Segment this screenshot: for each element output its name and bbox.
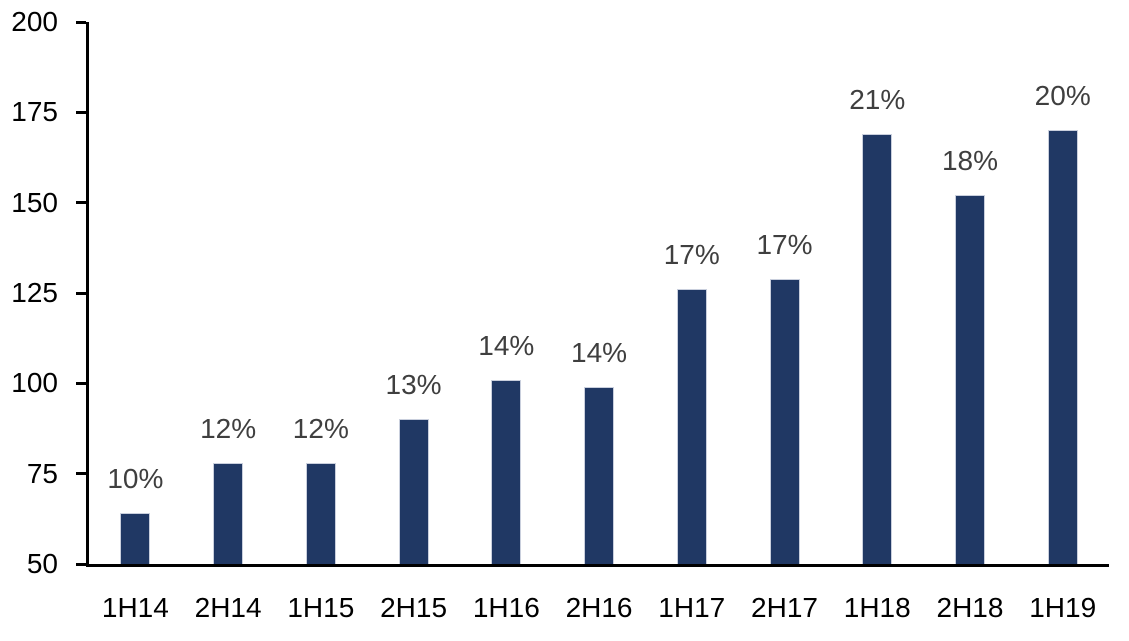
y-tick-mark: [76, 381, 86, 385]
x-tick-label: 2H14: [194, 592, 262, 623]
bar-value-label: 10%: [107, 463, 164, 495]
bar-value-label: 17%: [756, 228, 813, 260]
category-slot: 12% 2H14: [182, 22, 275, 621]
category-slot: 18% 2H18: [924, 22, 1017, 622]
bar: [676, 289, 707, 564]
bar-value-label: 21%: [849, 84, 906, 116]
bar-value-label: 14%: [478, 329, 535, 361]
x-tick-label: 1H19: [1029, 592, 1097, 623]
category-slot: 20% 1H19: [1016, 22, 1109, 622]
category-slot: 13% 2H15: [367, 22, 460, 622]
y-tick-label: 100: [11, 367, 58, 399]
bar: [769, 278, 800, 564]
bar: [862, 134, 893, 564]
y-tick-label: 125: [11, 277, 58, 308]
x-tick-label: 2H18: [936, 592, 1004, 623]
x-tick-label: 1H16: [472, 592, 540, 623]
category-slot: 21% 1H18: [831, 22, 924, 622]
y-tick-mark: [76, 562, 86, 566]
x-tick-label: 1H18: [843, 592, 911, 623]
y-tick-mark: [76, 20, 86, 24]
bar-value-label: 18%: [941, 145, 998, 177]
x-tick-label: 2H17: [751, 592, 818, 623]
x-tick-label: 1H14: [101, 592, 169, 623]
category-slot: 14% 1H16: [460, 22, 553, 621]
y-tick-label: 150: [11, 186, 58, 218]
x-tick-label: 1H15: [287, 592, 355, 623]
category-slot: 12% 1H15: [274, 22, 367, 621]
category-slot: 14% 2H16: [553, 22, 646, 621]
bar: [305, 462, 336, 564]
bar-value-label: 12%: [292, 412, 349, 444]
y-tick-label: 50: [26, 548, 58, 579]
y-tick-label: 75: [26, 457, 58, 489]
y-tick-mark: [76, 472, 86, 476]
bar: [120, 513, 151, 564]
x-tick-label: 2H15: [380, 592, 448, 623]
bar-value-label: 14%: [571, 336, 628, 368]
category-slot: 10% 1H14: [89, 22, 182, 622]
y-tick-label: 175: [11, 96, 58, 128]
bar: [954, 195, 985, 564]
bar: [213, 462, 244, 564]
y-tick-mark: [76, 201, 86, 205]
y-tick-mark: [76, 291, 86, 295]
category-slot: 17% 2H17: [738, 22, 831, 621]
bar: [1047, 130, 1078, 564]
bar: [398, 419, 429, 564]
x-tick-label: 2H16: [565, 592, 633, 623]
bar-value-label: 13%: [385, 369, 442, 401]
bar: [584, 386, 615, 564]
x-tick-label: 1H17: [658, 592, 726, 623]
bar: [491, 379, 522, 564]
bar-value-label: 17%: [663, 239, 720, 271]
bar-value-label: 12%: [200, 412, 257, 444]
category-slot: 17% 1H17: [645, 22, 738, 622]
plot-area: 10% 1H14 12% 2H14 12% 1H15 13% 2H15 14% 1H16 14% 2H…: [86, 22, 1109, 622]
y-tick-label: 200: [11, 6, 58, 37]
bar-value-label: 20%: [1034, 80, 1091, 112]
y-tick-mark: [76, 110, 86, 114]
